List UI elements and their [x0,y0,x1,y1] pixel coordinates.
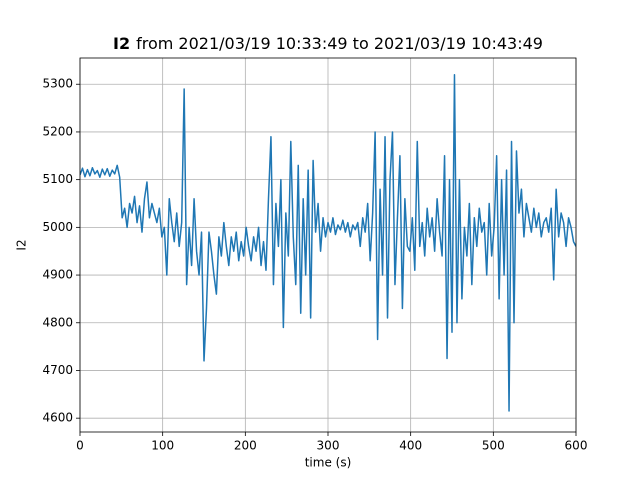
y-tick-label: 4900 [42,268,73,282]
x-tick-label: 600 [565,439,588,453]
x-tick-label: 100 [151,439,174,453]
y-axis-label: I2 [15,239,29,250]
y-tick-label: 4600 [42,411,73,425]
y-tick-label: 4700 [42,363,73,377]
plot-frame [79,57,577,433]
x-tick-label: 400 [399,439,422,453]
x-tick-label: 500 [482,439,505,453]
y-tick-label: 5000 [42,220,73,234]
x-tick-label: 200 [234,439,257,453]
data-line [80,73,576,412]
y-tick-label: 5200 [42,124,73,138]
chart-title: I2 from 2021/03/19 10:33:49 to 2021/03/19… [113,34,543,53]
x-tick-label: 300 [317,439,340,453]
y-tick-label: 5100 [42,172,73,186]
y-tick-label: 4800 [42,315,73,329]
x-tick-label: 0 [76,439,84,453]
x-axis-label: time (s) [305,456,352,470]
title-name: I2 [113,34,130,53]
y-tick-label: 5300 [42,77,73,91]
title-range: from 2021/03/19 10:33:49 to 2021/03/19 1… [136,34,543,53]
